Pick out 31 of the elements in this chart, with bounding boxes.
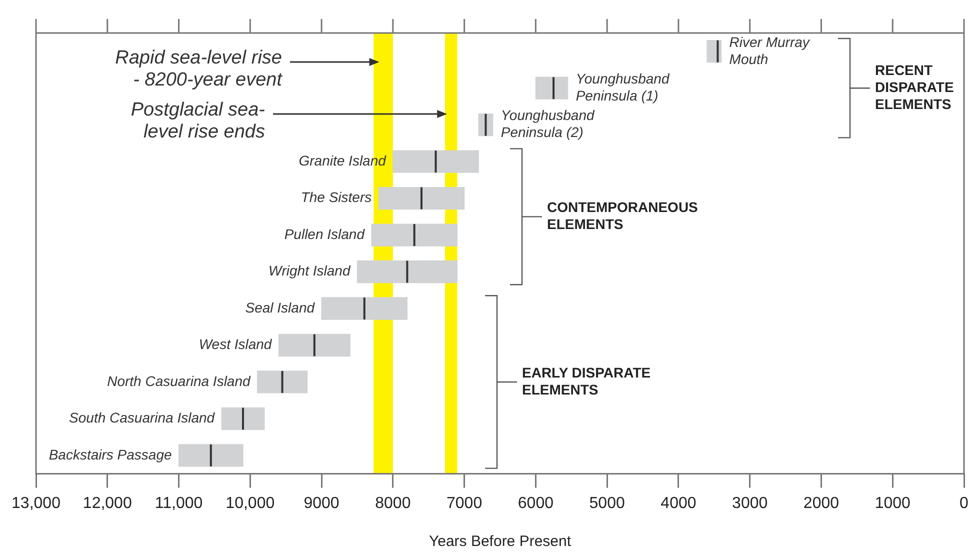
annotation: RECENT DISPARATE ELEMENTS (875, 62, 954, 112)
x-tick-label: 13,000 (12, 494, 61, 512)
x-tick-label: 6000 (518, 494, 554, 512)
x-tick-label: 2000 (803, 494, 840, 512)
y-tick-label: Pullen Island (284, 226, 366, 242)
x-tick-label: 8000 (375, 494, 411, 512)
x-tick-label: 10,000 (226, 494, 275, 512)
annotation: EARLY DISPARATE ELEMENTS (522, 364, 651, 398)
x-tick-label: 0 (960, 494, 969, 512)
y-tick-label: Wright Island (268, 262, 352, 279)
band-label: Rapid sea-level rise - 8200-year event (115, 47, 283, 90)
x-tick-label: 4000 (660, 494, 696, 512)
y-tick-label: South Casuarina Island (69, 410, 216, 426)
annotation: CONTEMPORANEOUS ELEMENTS (547, 199, 698, 232)
x-tick-label: 3000 (732, 494, 768, 512)
band-label: Postglacial sea-level rise ends (130, 99, 266, 142)
x-axis-title: Years Before Present (428, 533, 572, 550)
y-tick-label: Seal Island (245, 299, 316, 316)
y-tick-label: River Murray Mouth (729, 34, 810, 67)
x-tick-label: 7000 (446, 494, 482, 512)
x-tick-label: 9000 (304, 494, 340, 512)
x-tick-label: 11,000 (154, 494, 203, 512)
y-tick-label: West Island (198, 336, 273, 352)
x-tick-label: 12,000 (82, 494, 132, 512)
x-tick-label: 1000 (874, 494, 911, 512)
y-tick-label: The Sisters (300, 189, 372, 206)
x-tick-label: 5000 (589, 494, 625, 512)
y-tick-label: North Casuarina Island (107, 372, 252, 389)
y-tick-label: Younghusband Peninsula (2) (500, 107, 596, 140)
y-tick-label: Younghusband Peninsula (1) (576, 70, 670, 104)
y-tick-label: Backstairs Passage (48, 446, 172, 462)
